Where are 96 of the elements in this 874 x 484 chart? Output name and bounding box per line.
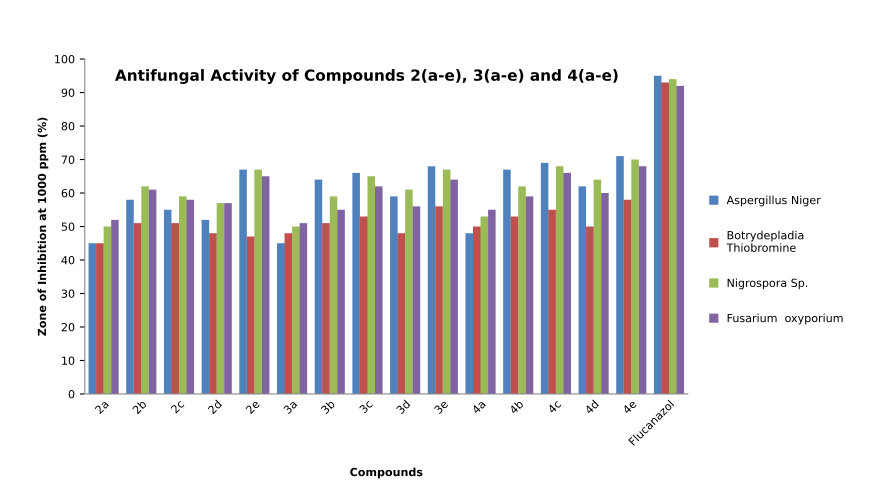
- x-tick-label: 2d: [207, 400, 222, 414]
- bar: [473, 226, 481, 394]
- bar: [126, 200, 134, 394]
- x-tick-label: 3c: [358, 399, 374, 414]
- x-tick-label: 4d: [584, 400, 599, 415]
- bar: [631, 160, 639, 394]
- bar: [171, 223, 180, 394]
- bar: [526, 196, 534, 394]
- y-tick-label: 10: [62, 356, 74, 365]
- bar: [292, 226, 300, 394]
- bar: [104, 226, 112, 394]
- bar: [239, 170, 247, 394]
- bar: [503, 170, 511, 394]
- bar: [134, 223, 142, 394]
- bar: [141, 186, 149, 394]
- x-tick-label: 2e: [245, 399, 260, 414]
- x-tick-label: 2c: [170, 399, 185, 414]
- bar: [209, 233, 217, 394]
- bar: [412, 206, 420, 394]
- y-axis-title: Zone of Inhibition at 1000 ppm (%): [38, 118, 48, 336]
- bar: [488, 210, 496, 394]
- legend-label: Fusarium oxyporium: [728, 314, 843, 324]
- bar: [186, 200, 194, 394]
- bar: [654, 76, 662, 394]
- x-axis-title: Compounds: [350, 468, 422, 478]
- bar: [450, 180, 458, 394]
- bar: [224, 203, 232, 394]
- bar: [405, 190, 413, 394]
- y-tick-label: 80: [62, 122, 74, 130]
- bar: [367, 176, 375, 394]
- text: Antifungal Activity of Compounds 2(a-e), 3(a-e) and 4(a-e): [115, 69, 618, 84]
- bar: [510, 216, 518, 394]
- bar: [668, 79, 677, 394]
- bar: [111, 220, 119, 394]
- bar: [518, 186, 526, 394]
- bar: [277, 243, 285, 394]
- bar: [375, 186, 383, 394]
- x-tick-label: 2b: [132, 399, 147, 414]
- y-tick-label: 60: [62, 188, 74, 198]
- legend-label: Botrydepladia Thiobromine: [726, 230, 804, 252]
- bar: [360, 216, 368, 394]
- y-tick-label: 30: [62, 289, 74, 298]
- bar: [148, 190, 156, 394]
- bar: [480, 216, 488, 394]
- x-tick-label: 4c: [547, 400, 562, 414]
- bar: [563, 172, 571, 394]
- y-tick-label: 70: [62, 156, 74, 164]
- x-tick-label: 3b: [320, 399, 336, 414]
- y-tick-label: 0: [68, 390, 74, 398]
- bar: [202, 220, 210, 394]
- bar: [661, 82, 669, 394]
- bar: [179, 196, 187, 394]
- bar: [578, 186, 586, 394]
- bar: [284, 233, 292, 394]
- y-tick-label: 90: [62, 88, 74, 97]
- y-tick-label: 40: [61, 256, 74, 264]
- bar: [330, 196, 338, 394]
- bar: [676, 86, 684, 394]
- bar: [254, 170, 262, 394]
- bar: [556, 166, 564, 394]
- legend-label: Aspergillus Niger: [726, 196, 821, 206]
- bar: [216, 203, 224, 394]
- x-tick-label: 4a: [471, 400, 486, 414]
- x-tick-label: 4b: [508, 399, 524, 415]
- x-tick-label: 2a: [94, 400, 109, 414]
- x-tick-label: 3e: [434, 399, 449, 414]
- bar: [96, 243, 104, 394]
- legend-label: Nigrospora Sp.: [728, 278, 808, 290]
- y-tick-label: 20: [62, 322, 74, 332]
- bar: [548, 210, 556, 394]
- bar: [442, 170, 450, 394]
- bar: [540, 162, 548, 394]
- bar: [88, 243, 96, 394]
- bar: [322, 223, 330, 394]
- y-tick-label: 100: [55, 55, 74, 64]
- bar: [300, 223, 308, 394]
- x-tick-label: 3a: [283, 400, 298, 414]
- bar: [601, 193, 609, 394]
- bar: [594, 180, 602, 394]
- bar: [616, 156, 624, 394]
- bar: [314, 180, 322, 394]
- bar: [398, 233, 406, 394]
- bar: [164, 210, 172, 394]
- x-tick-label: 3d: [396, 400, 411, 414]
- bar: [262, 176, 270, 394]
- bar: [465, 233, 473, 394]
- bar: [586, 226, 594, 394]
- bar: [638, 166, 646, 394]
- bar: [624, 200, 632, 394]
- bar: [435, 206, 443, 394]
- bar: [390, 196, 398, 394]
- y-tick-label: 50: [62, 222, 74, 231]
- bar: [352, 172, 360, 394]
- bar: [246, 236, 254, 394]
- bar: [428, 166, 436, 394]
- bar: [337, 210, 345, 394]
